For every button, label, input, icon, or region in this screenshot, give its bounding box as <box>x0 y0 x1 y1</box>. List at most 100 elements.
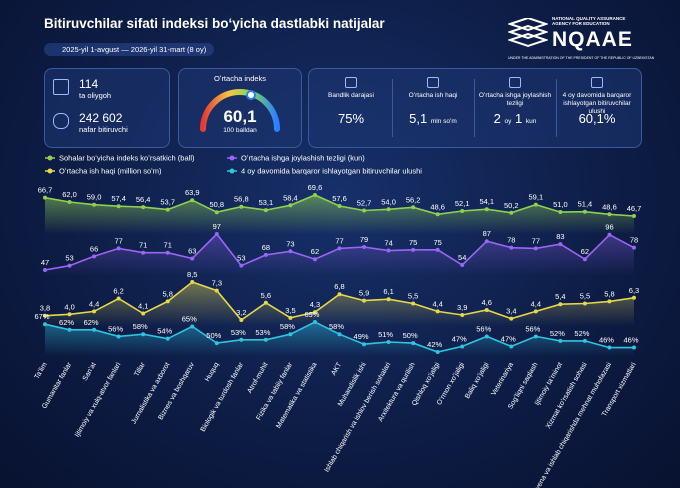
point <box>214 341 219 346</box>
point <box>607 232 612 237</box>
x-tick-label: Tillar <box>133 361 147 378</box>
point <box>460 344 465 349</box>
data-label: 68 <box>262 243 270 252</box>
point <box>165 207 170 212</box>
data-label: 8,5 <box>187 270 197 279</box>
data-label: 71 <box>164 241 172 250</box>
legend-label: Sohalar boʻyicha indeks koʻrsatkich (bal… <box>59 154 195 163</box>
point <box>337 204 342 209</box>
data-label: 52% <box>550 329 565 338</box>
point <box>116 296 121 301</box>
data-label: 4,6 <box>482 298 492 307</box>
point <box>509 316 514 321</box>
x-tick-label: Ijtimoiy va xulq-atvor fanlari <box>74 361 123 438</box>
legend-label: Oʻrtacha ishga joylashish tezligi (kun) <box>241 154 365 163</box>
point <box>288 249 293 254</box>
data-label: 50% <box>403 331 418 340</box>
data-label: 66,7 <box>38 186 53 195</box>
area-fill <box>45 282 634 326</box>
stat-value: 75% <box>313 112 389 125</box>
data-label: 54% <box>157 327 172 336</box>
point <box>239 204 244 209</box>
point <box>43 195 47 200</box>
point <box>484 207 489 212</box>
data-label: 6,2 <box>113 286 123 295</box>
point <box>509 245 514 250</box>
point <box>558 338 563 343</box>
data-label: 5,4 <box>555 292 565 301</box>
point <box>190 280 195 284</box>
graduates-value: 242 602 <box>79 111 123 125</box>
point <box>411 205 416 210</box>
data-label: 3,9 <box>457 303 467 312</box>
data-label: 5,6 <box>261 291 271 300</box>
point <box>558 242 563 247</box>
index-value: 60,1 <box>223 107 257 126</box>
data-label: 62 <box>311 247 319 256</box>
data-label: 53% <box>231 328 246 337</box>
data-label: 3,4 <box>506 307 516 316</box>
point <box>632 214 636 218</box>
data-label: 69% <box>304 310 319 319</box>
period-text: 2025-yil 1-avgust — 2026-yil 31-mart (8 … <box>62 45 207 54</box>
data-label: 83 <box>556 232 564 241</box>
data-label: 52% <box>574 329 589 338</box>
area-fill <box>45 322 634 356</box>
title: Bitiruvchilar sifati indeksi boʻyicha da… <box>44 16 385 31</box>
divider <box>474 79 475 137</box>
data-label: 56,8 <box>234 195 249 204</box>
stat-value: 5,1 mln soʻm <box>395 112 471 126</box>
point <box>92 202 97 207</box>
point <box>67 327 72 332</box>
point <box>607 212 612 217</box>
data-label: 49% <box>354 332 369 341</box>
point <box>362 342 367 347</box>
point <box>312 257 317 262</box>
data-label: 75 <box>409 238 417 247</box>
data-label: 4,4 <box>531 299 541 308</box>
chart: Sohalar boʻyicha indeks koʻrsatkich (bal… <box>33 154 642 488</box>
gauge-arc <box>200 89 280 132</box>
data-label: 4,4 <box>89 299 99 308</box>
stat-number: 2 <box>493 111 501 126</box>
divider <box>556 79 557 137</box>
area-fill <box>45 234 634 276</box>
data-label: 46,7 <box>627 204 642 213</box>
point <box>141 250 146 255</box>
data-label: 50,8 <box>209 200 224 209</box>
point <box>116 204 121 209</box>
logo: NATIONAL QUALITY ASSURANCE AGENCY FOR ED… <box>508 14 654 64</box>
data-label: 77 <box>335 236 343 245</box>
data-label: 58% <box>133 322 148 331</box>
divider <box>392 79 393 137</box>
data-label: 47% <box>452 334 467 343</box>
data-label: 48,6 <box>430 202 445 211</box>
icon <box>53 79 69 95</box>
stat-unit: kun <box>525 118 537 125</box>
point <box>43 313 47 318</box>
universities-label: ta oliygoh <box>79 91 112 100</box>
x-tick-label: Xizmat koʻrsatish sohasi <box>544 361 589 430</box>
logo-name: NQAAE <box>552 28 633 51</box>
point <box>435 350 440 354</box>
data-label: 59,1 <box>529 193 544 202</box>
point <box>92 254 97 259</box>
point <box>484 239 489 244</box>
legend-dot <box>47 155 53 161</box>
point <box>533 202 538 207</box>
data-label: 6,1 <box>383 287 393 296</box>
stat: Oʻrtacha ishga joylashish tezligi 2 oy 1 … <box>477 77 553 125</box>
point <box>533 334 538 339</box>
point <box>632 345 636 350</box>
data-label: 7,3 <box>212 279 222 288</box>
data-label: 5,8 <box>162 289 172 298</box>
point <box>116 334 121 339</box>
data-label: 56% <box>476 324 491 333</box>
logo-line1: NATIONAL QUALITY ASSURANCE AGENCY FOR ED… <box>552 16 626 26</box>
data-label: 79 <box>360 235 368 244</box>
stat-icon <box>591 77 603 88</box>
data-label: 74 <box>384 239 392 248</box>
stat-label: Oʻrtacha ishga joylashish tezligi <box>478 92 552 107</box>
data-label: 63,9 <box>185 188 200 197</box>
point <box>288 203 293 208</box>
